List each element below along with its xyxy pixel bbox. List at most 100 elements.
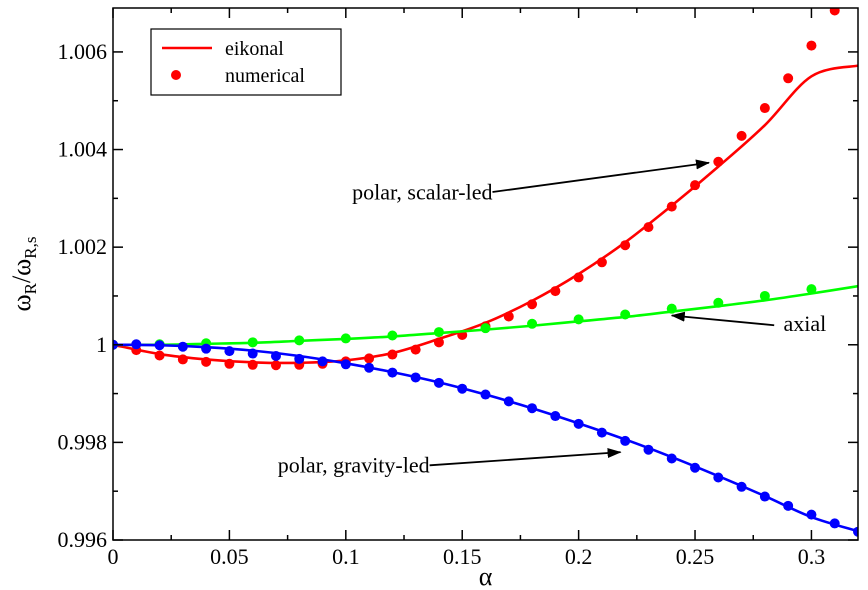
y-axis-title-part: /ω xyxy=(7,259,36,283)
y-tick-label: 1 xyxy=(96,332,107,357)
y-tick-label: 1.002 xyxy=(58,234,108,259)
annotation-label-0: polar, scalar-led xyxy=(352,179,492,204)
annotation-arrow-0 xyxy=(492,159,710,193)
ticks-layer: 0 0.05 0.1 0.15 0.2 0.25 0.3 0.996 0.998 1 1.002 1.… xyxy=(58,8,858,569)
series-5-point-23 xyxy=(643,444,654,455)
y-tick-label: 0.996 xyxy=(58,527,108,552)
x-tick-label: 0.25 xyxy=(676,544,715,569)
series-1-point-24 xyxy=(666,201,677,212)
series-5-point-4 xyxy=(201,343,212,354)
series-5-point-25 xyxy=(690,462,701,473)
series-1-point-5 xyxy=(224,358,235,369)
legend-label: eikonal xyxy=(225,38,284,60)
series-1-point-3 xyxy=(177,354,188,365)
series-1-point-21 xyxy=(596,257,607,268)
series-1-point-7 xyxy=(270,360,281,371)
x-tick-label: 0 xyxy=(108,544,119,569)
series-5-point-21 xyxy=(596,427,607,438)
y-tick-label: 1.006 xyxy=(58,39,108,64)
series-1-point-26 xyxy=(713,156,724,167)
series-1-point-14 xyxy=(433,337,444,348)
series-3-point-13 xyxy=(713,297,724,308)
annotation-arrow-2 xyxy=(429,448,622,467)
series-5-point-17 xyxy=(503,396,514,407)
series-1-point-4 xyxy=(201,356,212,367)
series-1-point-17 xyxy=(503,311,514,322)
series-5-point-14 xyxy=(433,377,444,388)
y-axis-title-part: R,s xyxy=(21,236,40,258)
series-5-point-13 xyxy=(410,372,421,383)
series-5-point-18 xyxy=(527,403,538,414)
x-tick-label: 0.2 xyxy=(565,544,593,569)
series-3-point-8 xyxy=(480,323,491,334)
series-5-point-31 xyxy=(829,518,840,529)
annotation-arrow-1 xyxy=(670,311,775,327)
x-tick-label: 0.15 xyxy=(443,544,482,569)
series-5-point-16 xyxy=(480,389,491,400)
series-1-point-25 xyxy=(690,180,701,191)
series-5-point-2 xyxy=(154,340,165,351)
series-3-point-15 xyxy=(806,284,817,295)
series-5-point-6 xyxy=(247,348,258,359)
series-3-point-14 xyxy=(759,290,770,301)
series-1-point-22 xyxy=(620,240,631,251)
series-1-point-30 xyxy=(806,40,817,51)
legend-box xyxy=(150,28,342,96)
series-3-point-5 xyxy=(340,333,351,344)
series-1-point-23 xyxy=(643,222,654,233)
series-3-point-11 xyxy=(620,309,631,320)
series-5-point-28 xyxy=(759,491,770,502)
series-1-point-11 xyxy=(364,353,375,364)
series-5-point-11 xyxy=(364,362,375,373)
plot-frame xyxy=(112,7,859,541)
y-axis-title-part: ω xyxy=(7,294,36,311)
series-5-point-3 xyxy=(177,341,188,352)
x-axis-title: α xyxy=(479,562,493,590)
series-5-point-19 xyxy=(550,411,561,422)
legend: eikonal numerical xyxy=(150,28,342,96)
series-0-line xyxy=(113,64,858,365)
series-5-point-30 xyxy=(806,509,817,520)
series-5-point-12 xyxy=(387,367,398,378)
x-tick-label: 0.3 xyxy=(798,544,826,569)
series-5-point-26 xyxy=(713,472,724,483)
series-layer xyxy=(113,8,858,537)
legend-swatch-dot xyxy=(171,70,181,80)
series-5-point-15 xyxy=(457,383,468,394)
series-5-point-24 xyxy=(666,453,677,464)
series-1-point-20 xyxy=(573,272,584,283)
x-tick-label: 0.1 xyxy=(332,544,360,569)
series-5-point-9 xyxy=(317,356,328,367)
series-5-point-22 xyxy=(620,435,631,446)
series-1-point-29 xyxy=(783,73,794,84)
series-1-point-6 xyxy=(247,359,258,370)
series-5-point-5 xyxy=(224,346,235,357)
series-3-point-10 xyxy=(573,314,584,325)
annotation-label-2: polar, gravity-led xyxy=(278,453,430,478)
series-1-point-13 xyxy=(410,344,421,355)
series-1-point-31 xyxy=(829,8,840,16)
series-5-point-29 xyxy=(783,500,794,511)
series-5-point-32 xyxy=(853,526,858,537)
series-1-point-19 xyxy=(550,286,561,297)
x-tick-label: 0.05 xyxy=(210,544,249,569)
series-5-point-7 xyxy=(270,350,281,361)
legend-label: numerical xyxy=(225,65,305,87)
series-3-point-3 xyxy=(247,337,258,348)
series-5-point-27 xyxy=(736,481,747,492)
series-5-point-1 xyxy=(131,339,142,350)
series-3-point-9 xyxy=(527,318,538,329)
series-3-point-6 xyxy=(387,330,398,341)
series-5-point-20 xyxy=(573,418,584,429)
y-tick-label: 1.004 xyxy=(58,137,108,162)
series-5-point-8 xyxy=(294,353,305,364)
series-4-line xyxy=(113,343,858,533)
series-3-point-12 xyxy=(666,303,677,314)
series-3-point-7 xyxy=(433,327,444,338)
annotations-layer: polar, scalar-led axial polar, gravity-led xyxy=(278,159,827,478)
series-2-line xyxy=(113,284,858,347)
series-3-point-4 xyxy=(294,335,305,346)
annotation-label-1: axial xyxy=(784,311,827,336)
y-axis-title-part: R xyxy=(21,282,40,294)
